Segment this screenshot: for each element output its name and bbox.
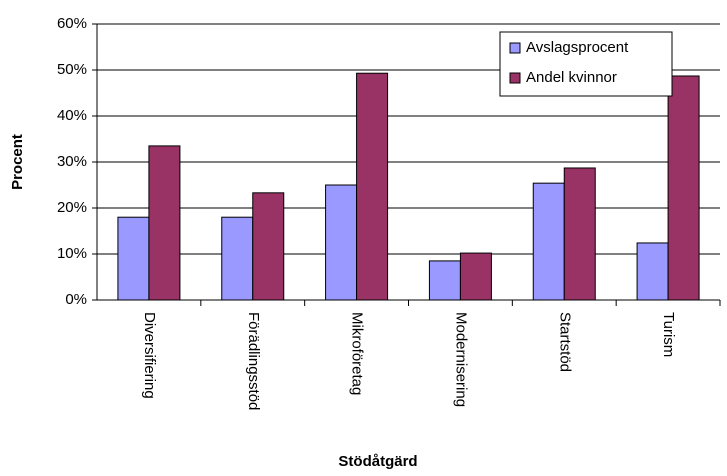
bar [221,216,254,301]
legend-swatch [509,72,521,84]
y-tick-label: 60% [57,15,87,32]
x-tick-label: Turism [660,312,677,357]
legend-swatch [509,42,521,54]
bar [428,260,461,301]
y-tick-label: 0% [65,291,87,308]
bar [148,145,181,301]
y-axis-label: Procent [9,134,26,190]
bar [117,216,150,301]
x-tick-label: Startstöd [556,312,573,372]
y-tick-label: 10% [57,245,87,262]
bar [636,242,669,301]
y-tick-label: 30% [57,153,87,170]
bar [667,75,700,301]
y-tick-label: 50% [57,61,87,78]
x-tick-label: Diversifiering [141,312,158,399]
bar [325,184,358,301]
bar [532,182,565,301]
bar [252,192,285,301]
x-axis-label: Stödåtgärd [338,453,417,470]
bar [563,167,596,301]
bar [459,252,492,301]
legend-box [499,31,673,97]
x-tick-label: Mikroföretag [349,312,366,395]
y-tick-label: 40% [57,107,87,124]
bar [356,72,389,301]
legend-label: Andel kvinnor [526,69,617,86]
x-tick-label: Förädlingsstöd [245,312,262,410]
y-tick-label: 20% [57,199,87,216]
legend-label: Avslagsprocent [526,39,629,56]
x-tick-label: Modernisering [452,312,469,407]
